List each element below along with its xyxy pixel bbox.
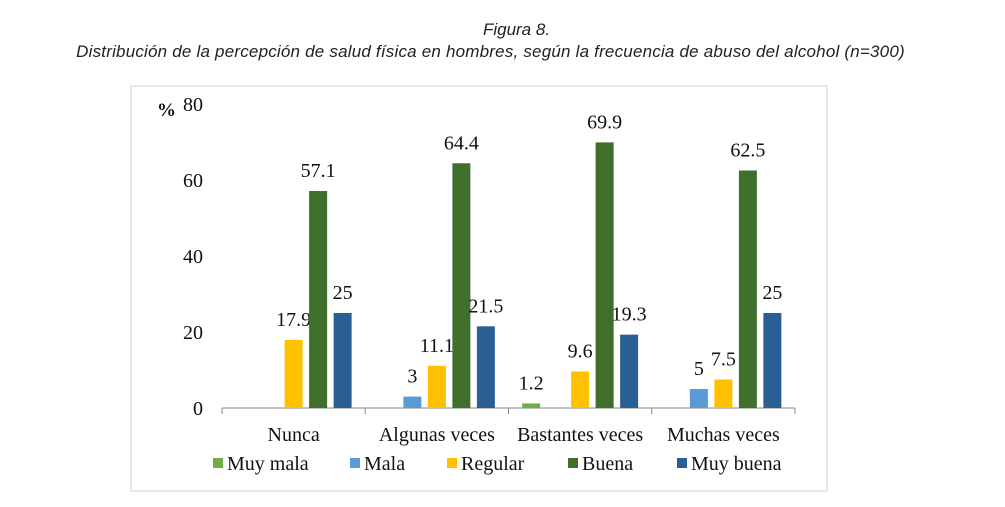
y-tick-label: 80 (183, 94, 203, 116)
data-label: 19.3 (612, 304, 647, 326)
y-axis-label: % (157, 100, 176, 121)
x-tick-label: Bastantes veces (517, 424, 643, 446)
legend-label: Muy buena (691, 453, 782, 475)
plot-frame (130, 85, 828, 492)
legend-swatch (447, 458, 457, 468)
bar-regular (571, 371, 590, 408)
bar-muy-buena (333, 313, 352, 408)
x-tick-label: Muchas veces (667, 424, 780, 446)
data-label: 69.9 (587, 111, 622, 133)
legend-swatch (213, 458, 223, 468)
bar-regular (284, 339, 303, 408)
data-label: 3 (407, 366, 417, 388)
data-label: 1.2 (519, 372, 544, 394)
legend-label: Regular (461, 453, 525, 475)
data-label: 25 (333, 282, 353, 304)
bar-muy-mala (522, 403, 541, 408)
legend-label: Muy mala (227, 453, 309, 475)
data-label: 57.1 (301, 160, 336, 182)
data-label: 17.9 (276, 309, 311, 331)
bar-muy-buena (620, 334, 639, 408)
bar-buena (738, 170, 757, 408)
y-tick-label: 20 (183, 322, 203, 344)
data-label: 25 (762, 282, 782, 304)
data-label: 9.6 (568, 341, 593, 363)
x-tick-label: Algunas veces (379, 424, 495, 446)
y-tick-label: 0 (193, 398, 203, 420)
bar-buena (452, 163, 471, 408)
data-label: 21.5 (468, 295, 503, 317)
bar-mala (403, 396, 422, 408)
bar-regular (427, 365, 446, 408)
legend-swatch (350, 458, 360, 468)
bar-muy-buena (763, 313, 782, 408)
data-label: 5 (694, 358, 704, 380)
bar-regular (714, 379, 733, 408)
legend-label: Buena (582, 453, 633, 475)
legend-label: Mala (364, 453, 405, 475)
bar-mala (689, 389, 708, 408)
data-label: 7.5 (711, 349, 736, 371)
y-tick-label: 40 (183, 246, 203, 268)
data-label: 11.1 (420, 335, 454, 357)
chart-title: Distribución de la percepción de salud f… (76, 42, 905, 61)
data-label: 64.4 (444, 132, 479, 154)
bar-muy-buena (476, 326, 495, 408)
figure-label: Figura 8. (482, 20, 551, 39)
x-tick-label: Nunca (268, 424, 320, 446)
legend-swatch (677, 458, 687, 468)
legend-swatch (568, 458, 578, 468)
data-label: 62.5 (730, 140, 765, 162)
bar-buena (309, 191, 328, 408)
y-tick-label: 60 (183, 170, 203, 192)
bar-buena (595, 142, 614, 408)
